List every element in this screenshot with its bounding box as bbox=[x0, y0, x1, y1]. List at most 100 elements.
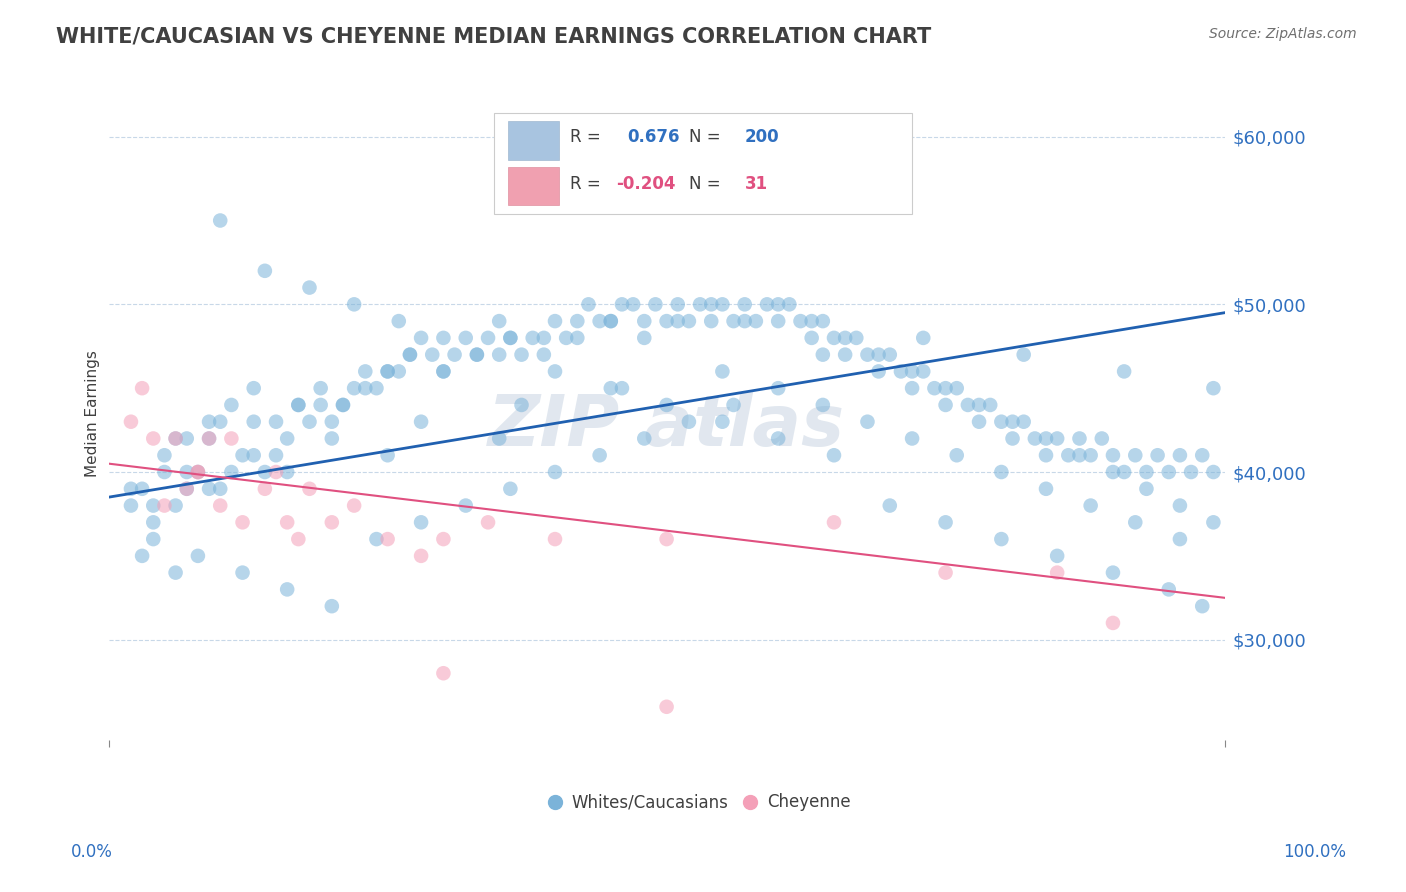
Point bbox=[578, 297, 600, 311]
Point bbox=[734, 314, 756, 328]
Point bbox=[242, 415, 264, 429]
Text: N =: N = bbox=[689, 175, 720, 193]
Point bbox=[221, 398, 243, 412]
Point bbox=[723, 398, 745, 412]
Point bbox=[811, 348, 834, 362]
Point bbox=[432, 331, 454, 345]
Point bbox=[221, 465, 243, 479]
Point bbox=[711, 297, 734, 311]
Point bbox=[689, 297, 711, 311]
Point bbox=[1035, 432, 1057, 446]
Point bbox=[800, 314, 823, 328]
Point bbox=[990, 532, 1012, 546]
Point bbox=[142, 532, 165, 546]
Point bbox=[165, 566, 187, 580]
Point bbox=[945, 448, 967, 462]
FancyBboxPatch shape bbox=[508, 121, 560, 160]
Point bbox=[510, 398, 533, 412]
Point bbox=[633, 432, 655, 446]
Point bbox=[1202, 381, 1225, 395]
Point bbox=[856, 348, 879, 362]
Point bbox=[298, 415, 321, 429]
Text: 31: 31 bbox=[745, 175, 768, 193]
Point bbox=[510, 348, 533, 362]
Point bbox=[879, 348, 901, 362]
Point bbox=[232, 566, 254, 580]
Point bbox=[120, 499, 142, 513]
Point bbox=[153, 465, 176, 479]
Point bbox=[443, 348, 465, 362]
Point bbox=[522, 331, 544, 345]
Point bbox=[1046, 432, 1069, 446]
Point bbox=[588, 314, 610, 328]
Text: WHITE/CAUCASIAN VS CHEYENNE MEDIAN EARNINGS CORRELATION CHART: WHITE/CAUCASIAN VS CHEYENNE MEDIAN EARNI… bbox=[56, 27, 932, 46]
Point bbox=[700, 297, 723, 311]
Point bbox=[176, 465, 198, 479]
Point bbox=[588, 448, 610, 462]
Point bbox=[734, 297, 756, 311]
Point bbox=[967, 415, 990, 429]
Point bbox=[321, 415, 343, 429]
Point bbox=[499, 331, 522, 345]
Point bbox=[1102, 566, 1125, 580]
Point bbox=[131, 549, 153, 563]
Point bbox=[868, 348, 890, 362]
Point bbox=[935, 381, 957, 395]
Point bbox=[868, 364, 890, 378]
Point bbox=[1046, 549, 1069, 563]
Point bbox=[990, 415, 1012, 429]
Point bbox=[242, 448, 264, 462]
Point bbox=[901, 381, 924, 395]
Point bbox=[655, 314, 678, 328]
Point bbox=[499, 482, 522, 496]
Point bbox=[354, 364, 377, 378]
Point bbox=[766, 381, 789, 395]
Point bbox=[409, 331, 432, 345]
Point bbox=[567, 314, 589, 328]
Point bbox=[209, 415, 232, 429]
Point bbox=[678, 415, 700, 429]
Point bbox=[198, 482, 221, 496]
Point bbox=[544, 314, 567, 328]
Point bbox=[209, 213, 232, 227]
Point bbox=[153, 448, 176, 462]
Point bbox=[142, 499, 165, 513]
Point bbox=[778, 297, 800, 311]
Point bbox=[454, 331, 477, 345]
Point bbox=[544, 532, 567, 546]
Point bbox=[1102, 465, 1125, 479]
Point bbox=[321, 599, 343, 614]
Point bbox=[823, 448, 845, 462]
Point bbox=[666, 314, 689, 328]
Point bbox=[388, 364, 411, 378]
Point bbox=[409, 549, 432, 563]
Point bbox=[1114, 364, 1136, 378]
Point bbox=[321, 516, 343, 530]
Point bbox=[879, 499, 901, 513]
Point bbox=[1001, 415, 1024, 429]
Point bbox=[823, 516, 845, 530]
Point bbox=[276, 582, 298, 597]
Point bbox=[544, 465, 567, 479]
Point bbox=[209, 482, 232, 496]
Point bbox=[723, 314, 745, 328]
Point bbox=[1080, 499, 1102, 513]
Point bbox=[399, 348, 422, 362]
Point bbox=[1057, 448, 1080, 462]
Point bbox=[655, 532, 678, 546]
Point bbox=[711, 364, 734, 378]
Point bbox=[533, 348, 555, 362]
Point bbox=[131, 381, 153, 395]
Point bbox=[599, 314, 621, 328]
Point bbox=[1191, 599, 1213, 614]
Point bbox=[912, 331, 935, 345]
Point bbox=[1157, 582, 1180, 597]
Point bbox=[1168, 532, 1191, 546]
Point bbox=[924, 381, 946, 395]
Point bbox=[354, 381, 377, 395]
Point bbox=[633, 331, 655, 345]
Point bbox=[187, 465, 209, 479]
Y-axis label: Median Earnings: Median Earnings bbox=[86, 350, 100, 476]
Point bbox=[309, 398, 332, 412]
Point bbox=[834, 348, 856, 362]
